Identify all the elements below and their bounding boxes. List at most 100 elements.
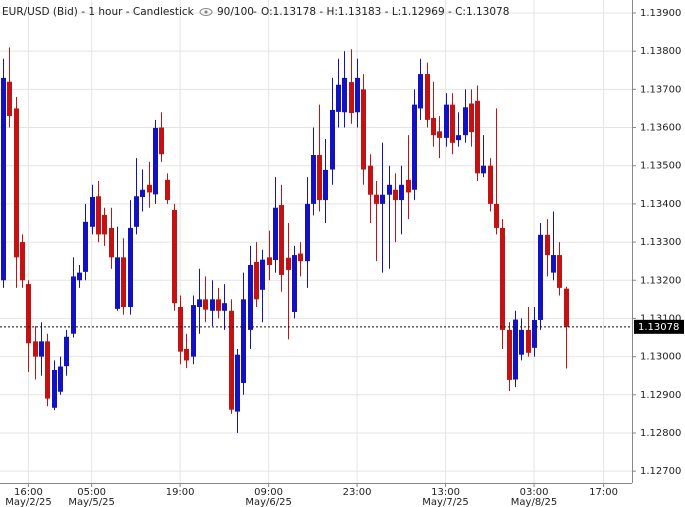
candle-body <box>64 336 69 367</box>
candle-body <box>361 89 366 170</box>
candle-body <box>109 227 114 258</box>
candle-body <box>519 329 524 355</box>
candle-body <box>557 255 562 288</box>
last-price-box <box>634 319 684 334</box>
candle-body <box>45 341 50 399</box>
candle-body <box>90 197 95 227</box>
y-tick-label: 1.13200 <box>640 275 681 286</box>
y-tick-label: 1.12900 <box>640 390 681 401</box>
candle-body <box>488 165 493 204</box>
candle-body <box>406 179 411 193</box>
y-tick-label: 1.13700 <box>640 84 681 95</box>
candle-body <box>184 348 189 361</box>
candle-body <box>7 81 12 117</box>
candle-body <box>58 366 63 392</box>
candle-body <box>20 242 25 281</box>
x-date-label: May/8/25 <box>511 497 558 507</box>
candle-body <box>140 189 145 198</box>
candle-body <box>305 203 310 262</box>
candle-body <box>39 341 44 357</box>
candle-body <box>538 234 543 320</box>
candle-body <box>342 77 347 113</box>
candle-body <box>83 221 88 272</box>
candle-body <box>128 227 133 307</box>
candle-body <box>52 369 57 408</box>
candle-body <box>412 104 417 190</box>
candle-body <box>286 257 291 270</box>
candle-body <box>267 257 272 265</box>
candle-body <box>254 261 259 300</box>
x-tick-label: 13:00 <box>431 487 460 498</box>
candle-body <box>450 104 455 143</box>
candle-body <box>481 165 486 174</box>
candle-body <box>279 205 284 275</box>
candle-body <box>165 179 170 201</box>
candle-body <box>387 184 392 195</box>
candle-body <box>475 100 480 174</box>
candle-body <box>159 127 164 155</box>
candle-body <box>330 109 335 170</box>
candle-body <box>374 194 379 204</box>
y-tick-label: 1.13300 <box>640 237 681 248</box>
candle-body <box>102 214 107 235</box>
candle-body <box>121 257 126 307</box>
y-tick-label: 1.13100 <box>640 313 681 324</box>
candle-body <box>178 306 183 352</box>
y-tick-label: 1.12800 <box>640 428 681 439</box>
candle-body <box>355 77 360 113</box>
candle-body <box>526 329 531 353</box>
candle-body <box>500 227 505 330</box>
x-tick-label: 19:00 <box>166 487 195 498</box>
candle-body <box>71 276 76 334</box>
candle-body <box>336 84 341 112</box>
x-tick-label: 23:00 <box>343 487 372 498</box>
ohlc-readout: O:1.13178 - H:1.13183 - L:1.12969 - C:1.… <box>261 6 509 18</box>
candle-body <box>513 319 518 380</box>
candle-body <box>431 117 436 136</box>
candle-body <box>298 253 303 262</box>
candle-body <box>26 284 31 344</box>
candle-body <box>77 272 82 281</box>
candle-body <box>507 329 512 380</box>
candle-body <box>260 259 265 290</box>
candle-body <box>368 165 373 195</box>
candle-body <box>191 305 196 357</box>
candle-body <box>147 184 152 193</box>
candle-body <box>241 299 246 383</box>
candle-body <box>248 264 253 330</box>
candle-body <box>425 74 430 120</box>
candle-body <box>444 104 449 138</box>
x-tick-label: 17:00 <box>589 487 618 498</box>
separator: - <box>253 6 257 18</box>
candle-body <box>273 207 278 261</box>
candle-body <box>14 108 19 258</box>
candle-body <box>399 184 404 201</box>
y-tick-label: 1.13900 <box>640 8 681 19</box>
candle-body <box>1 77 6 281</box>
eye-icon <box>199 8 213 16</box>
candle-body <box>153 127 158 195</box>
x-tick-label: 16:00 <box>14 487 43 498</box>
candle-body <box>222 303 227 311</box>
candle-body <box>532 319 537 348</box>
last-price-label: 1.13078 <box>638 322 679 333</box>
x-date-label: May/2/25 <box>5 497 52 507</box>
candle-body <box>115 257 120 309</box>
y-tick-label: 1.13000 <box>640 352 681 363</box>
candle-body <box>437 131 442 138</box>
candle-body <box>545 234 550 256</box>
candle-body <box>551 255 556 273</box>
candle-body <box>197 299 202 307</box>
candle-body <box>456 135 461 141</box>
y-tick-label: 1.13400 <box>640 199 681 210</box>
x-tick-label: 09:00 <box>254 487 283 498</box>
candle-body <box>380 194 385 204</box>
candle-body <box>323 169 328 201</box>
y-tick-label: 1.12700 <box>640 466 681 477</box>
y-tick-label: 1.13800 <box>640 46 681 57</box>
candles <box>1 47 569 433</box>
candle-body <box>33 341 38 357</box>
candle-body <box>203 299 208 310</box>
